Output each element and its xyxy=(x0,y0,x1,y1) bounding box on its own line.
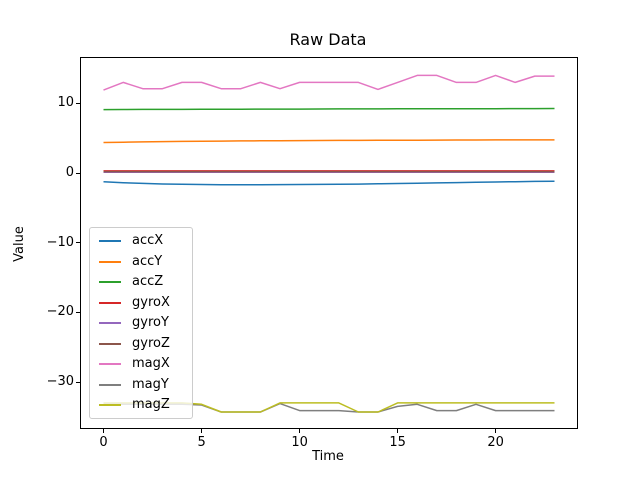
legend-item-magX: magX xyxy=(99,357,183,371)
legend-line-swatch xyxy=(99,383,121,386)
legend-line-swatch xyxy=(99,363,121,365)
x-tick-label: 0 xyxy=(99,435,108,450)
plot-area: 0 5 10 15 20 10 0 −10 −20 −30 accX accY accZ gyroX gy… xyxy=(47,57,578,450)
legend-line-swatch xyxy=(99,260,121,263)
legend-line-swatch xyxy=(99,281,121,283)
x-tick-mark xyxy=(495,429,497,433)
x-tick-mark xyxy=(397,429,399,433)
legend: accX accY accZ gyroX gyroY gyroZ magX magY magZ xyxy=(89,227,193,419)
legend-item-magZ: magZ xyxy=(99,398,183,412)
legend-line-swatch xyxy=(99,322,121,324)
x-tick-mark xyxy=(103,429,104,433)
y-tick-mark xyxy=(76,381,80,383)
legend-item-gyroX: gyroX xyxy=(99,294,183,310)
y-tick-mark xyxy=(76,102,80,104)
y-tick-mark xyxy=(76,311,80,313)
legend-line-swatch xyxy=(99,240,121,242)
legend-item-accZ: accZ xyxy=(99,275,183,289)
legend-label: accY xyxy=(132,253,163,269)
series-line-magX xyxy=(103,74,555,91)
y-tick-mark xyxy=(76,242,80,244)
y-tick-label: −10 xyxy=(46,234,74,250)
x-tick-label: 15 xyxy=(389,435,406,450)
y-axis-label: Value xyxy=(11,226,27,262)
chart-title: Raw Data xyxy=(289,30,367,49)
legend-label: gyroY xyxy=(132,315,169,330)
x-tick-label: 5 xyxy=(197,435,206,450)
legend-label: gyroZ xyxy=(132,335,170,351)
legend-label: magY xyxy=(132,376,169,392)
x-tick-mark xyxy=(299,429,301,433)
plot-lines xyxy=(103,74,555,413)
legend-line-swatch xyxy=(99,342,121,345)
legend-item-gyroY: gyroY xyxy=(99,316,183,330)
series-line-accX xyxy=(103,180,555,186)
legend-item-accY: accY xyxy=(99,253,183,269)
legend-item-accX: accX xyxy=(99,234,183,248)
y-tick-mark xyxy=(76,172,80,174)
series-line-accY xyxy=(103,139,555,144)
y-tick-label: −30 xyxy=(46,374,74,389)
legend-label: accX xyxy=(132,233,164,248)
x-tick-label: 10 xyxy=(291,435,308,450)
legend-label: gyroX xyxy=(132,294,170,310)
y-tick-label: 10 xyxy=(57,95,74,111)
legend-item-gyroZ: gyroZ xyxy=(99,335,183,351)
legend-line-swatch xyxy=(99,301,121,304)
legend-label: magX xyxy=(132,356,170,371)
legend-item-magY: magY xyxy=(99,376,183,392)
y-tick-label: 0 xyxy=(65,165,74,180)
x-axis-label: Time xyxy=(312,449,344,464)
series-line-accZ xyxy=(103,107,555,111)
legend-label: magZ xyxy=(132,397,170,412)
legend-label: accZ xyxy=(132,274,164,289)
x-tick-label: 20 xyxy=(487,435,504,450)
legend-line-swatch xyxy=(99,404,121,406)
x-tick-mark xyxy=(201,429,203,433)
y-tick-label: −20 xyxy=(46,304,74,320)
